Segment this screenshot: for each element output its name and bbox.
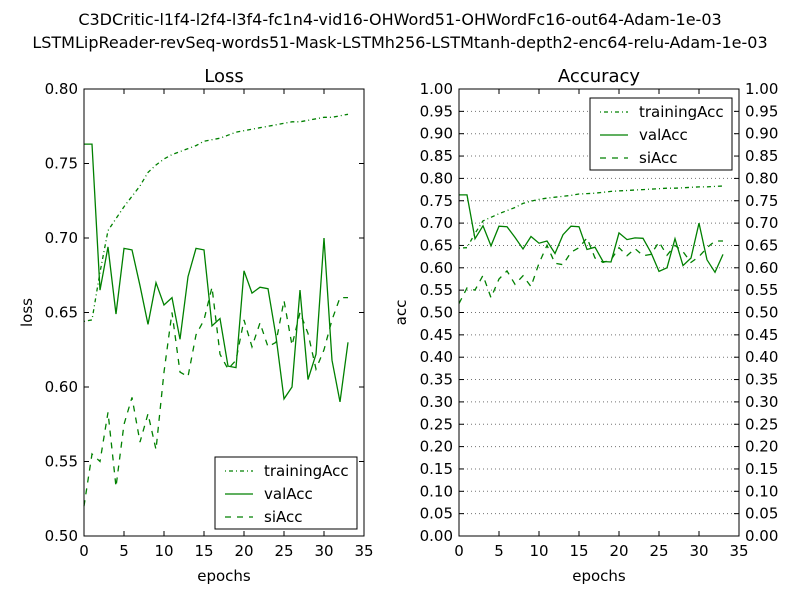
y-axis-label: loss bbox=[18, 298, 36, 327]
x-axis-label: epochs bbox=[197, 567, 251, 585]
y-tick-label: 0.55 bbox=[45, 453, 78, 471]
y-tick-label: 0.40 bbox=[420, 348, 453, 366]
x-tick-label: 0 bbox=[79, 542, 89, 560]
y-tick-label-right: 0.10 bbox=[745, 482, 778, 500]
y-tick-label-right: 0.15 bbox=[745, 460, 778, 478]
y-tick-label-right: 0.75 bbox=[745, 192, 778, 210]
y-tick-label: 1.00 bbox=[420, 80, 453, 98]
x-tick-label: 25 bbox=[274, 542, 293, 560]
y-tick-label: 0.80 bbox=[45, 80, 78, 98]
y-tick-label: 0.95 bbox=[420, 102, 453, 120]
plot-title: Accuracy bbox=[558, 66, 641, 87]
series-line-trainingAcc bbox=[458, 185, 724, 249]
y-tick-label: 0.85 bbox=[420, 147, 453, 165]
y-tick-label: 0.60 bbox=[45, 378, 78, 396]
legend-label: trainingAcc bbox=[639, 103, 724, 121]
x-tick-label: 25 bbox=[649, 542, 668, 560]
y-tick-label: 0.15 bbox=[420, 460, 453, 478]
y-tick-label: 0.90 bbox=[420, 125, 453, 143]
y-tick-label: 0.30 bbox=[420, 393, 453, 411]
x-tick-label: 5 bbox=[119, 542, 129, 560]
y-tick-label: 0.60 bbox=[420, 259, 453, 277]
y-tick-label-right: 0.45 bbox=[745, 326, 778, 344]
x-tick-label: 0 bbox=[454, 542, 464, 560]
plot-title: Loss bbox=[204, 66, 243, 87]
y-tick-label-right: 0.65 bbox=[745, 236, 778, 254]
x-tick-label: 30 bbox=[314, 542, 333, 560]
x-tick-label: 20 bbox=[234, 542, 253, 560]
y-tick-label: 0.35 bbox=[420, 371, 453, 389]
y-tick-label: 0.25 bbox=[420, 415, 453, 433]
series-line-siAcc bbox=[83, 287, 348, 507]
y-tick-label-right: 0.20 bbox=[745, 438, 778, 456]
y-axis-label: acc bbox=[392, 300, 410, 326]
y-tick-label-right: 0.80 bbox=[745, 169, 778, 187]
x-tick-label: 15 bbox=[569, 542, 588, 560]
y-tick-label: 0.10 bbox=[420, 482, 453, 500]
y-tick-label-right: 0.30 bbox=[745, 393, 778, 411]
figure-title-line-2: LSTMLipReader-revSeq-words51-Mask-LSTMh2… bbox=[32, 33, 768, 52]
y-tick-label-right: 0.85 bbox=[745, 147, 778, 165]
x-tick-label: 35 bbox=[729, 542, 748, 560]
y-tick-label: 0.20 bbox=[420, 438, 453, 456]
x-tick-label: 5 bbox=[494, 542, 504, 560]
y-tick-label: 0.75 bbox=[45, 155, 78, 173]
legend-label: trainingAcc bbox=[264, 462, 349, 480]
x-tick-label: 10 bbox=[529, 542, 548, 560]
series-line-trainingAcc bbox=[83, 113, 349, 323]
legend: trainingAcc valAcc siAcc bbox=[214, 456, 358, 530]
figure-title-line-1: C3DCritic-l1f4-l2f4-l3f4-fc1n4-vid16-OHW… bbox=[78, 10, 722, 29]
x-tick-label: 15 bbox=[194, 542, 213, 560]
legend-label: siAcc bbox=[264, 508, 302, 526]
accuracy-panel: 0 5 10 15 20 25 30 350.00 0.000.05 0.050.10 0.100.… bbox=[392, 66, 778, 585]
y-tick-label: 0.50 bbox=[45, 527, 78, 545]
legend-label: siAcc bbox=[639, 149, 677, 167]
y-tick-label: 0.75 bbox=[420, 192, 453, 210]
series-line-valAcc bbox=[84, 143, 349, 403]
y-tick-label: 0.55 bbox=[420, 281, 453, 299]
x-axis-label: epochs bbox=[572, 567, 626, 585]
y-tick-label-right: 0.55 bbox=[745, 281, 778, 299]
y-tick-label: 0.50 bbox=[420, 304, 453, 322]
x-tick-label: 30 bbox=[689, 542, 708, 560]
y-tick-label: 0.00 bbox=[420, 527, 453, 545]
y-tick-label-right: 0.00 bbox=[745, 527, 778, 545]
y-tick-label: 0.65 bbox=[420, 236, 453, 254]
x-tick-label: 35 bbox=[354, 542, 373, 560]
y-tick-label-right: 0.60 bbox=[745, 259, 778, 277]
y-tick-label: 0.70 bbox=[420, 214, 453, 232]
x-tick-label: 20 bbox=[609, 542, 628, 560]
x-tick-label: 10 bbox=[154, 542, 173, 560]
y-tick-label-right: 0.70 bbox=[745, 214, 778, 232]
y-tick-label-right: 0.35 bbox=[745, 371, 778, 389]
loss-panel: 0 5 10 15 20 25 30 35 0.50 0.55 0.60 0.65 0.70 0.75 0.… bbox=[18, 66, 374, 585]
y-tick-label-right: 0.25 bbox=[745, 415, 778, 433]
y-tick-label-right: 0.50 bbox=[745, 304, 778, 322]
y-tick-label: 0.65 bbox=[45, 304, 78, 322]
y-tick-label-right: 0.40 bbox=[745, 348, 778, 366]
y-tick-label: 0.45 bbox=[420, 326, 453, 344]
legend: trainingAcc valAcc siAcc bbox=[589, 97, 733, 171]
y-tick-label: 0.05 bbox=[420, 505, 453, 523]
series-line-valAcc bbox=[459, 194, 724, 274]
y-tick-label-right: 1.00 bbox=[745, 80, 778, 98]
legend-label: valAcc bbox=[264, 485, 313, 503]
y-tick-label: 0.70 bbox=[45, 229, 78, 247]
y-tick-label-right: 0.05 bbox=[745, 505, 778, 523]
legend-label: valAcc bbox=[639, 126, 688, 144]
y-tick-label-right: 0.90 bbox=[745, 125, 778, 143]
y-tick-label-right: 0.95 bbox=[745, 102, 778, 120]
y-tick-label: 0.80 bbox=[420, 169, 453, 187]
